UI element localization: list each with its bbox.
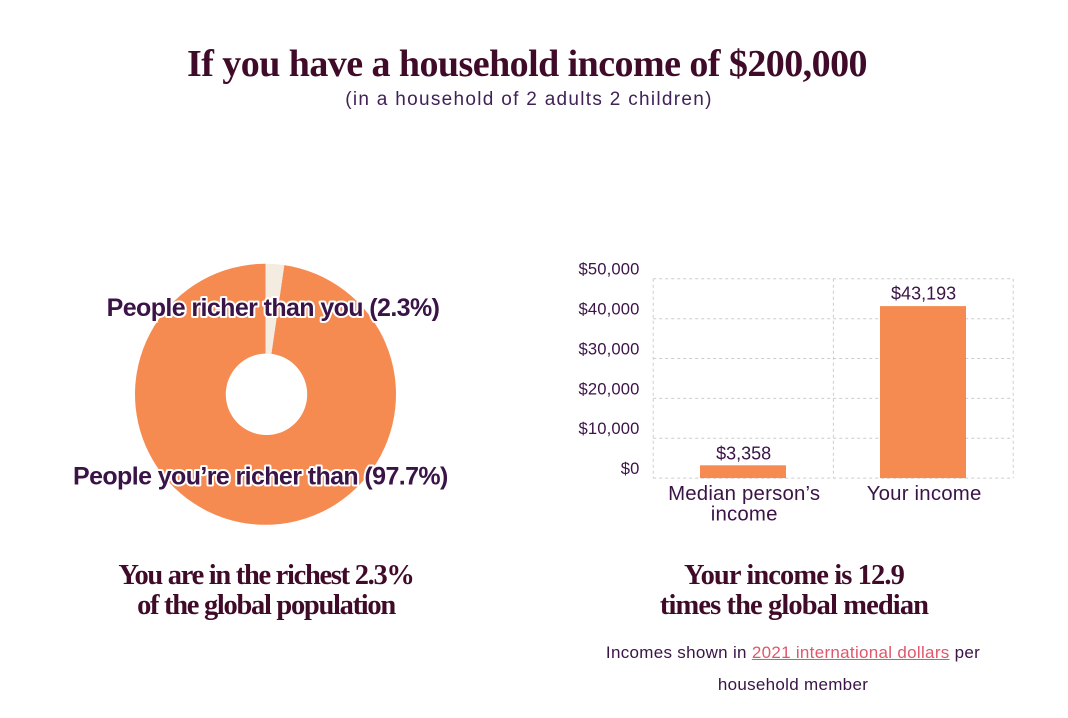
- svg-text:$10,000: $10,000: [578, 419, 639, 438]
- svg-text:$0: $0: [621, 459, 640, 478]
- svg-text:People you’re richer than (97.: People you’re richer than (97.7%): [73, 463, 448, 491]
- svg-text:People richer than you (2.3%): People richer than you (2.3%): [107, 294, 440, 322]
- svg-text:Median person’s: Median person’s: [668, 483, 820, 505]
- svg-text:$40,000: $40,000: [578, 300, 639, 319]
- svg-text:$3,358: $3,358: [716, 443, 771, 463]
- svg-text:Your income: Your income: [867, 483, 982, 505]
- svg-text:$20,000: $20,000: [578, 379, 639, 398]
- svg-text:$30,000: $30,000: [578, 339, 639, 358]
- svg-text:income: income: [711, 504, 778, 526]
- svg-text:$50,000: $50,000: [578, 260, 639, 279]
- svg-text:$43,193: $43,193: [891, 284, 956, 304]
